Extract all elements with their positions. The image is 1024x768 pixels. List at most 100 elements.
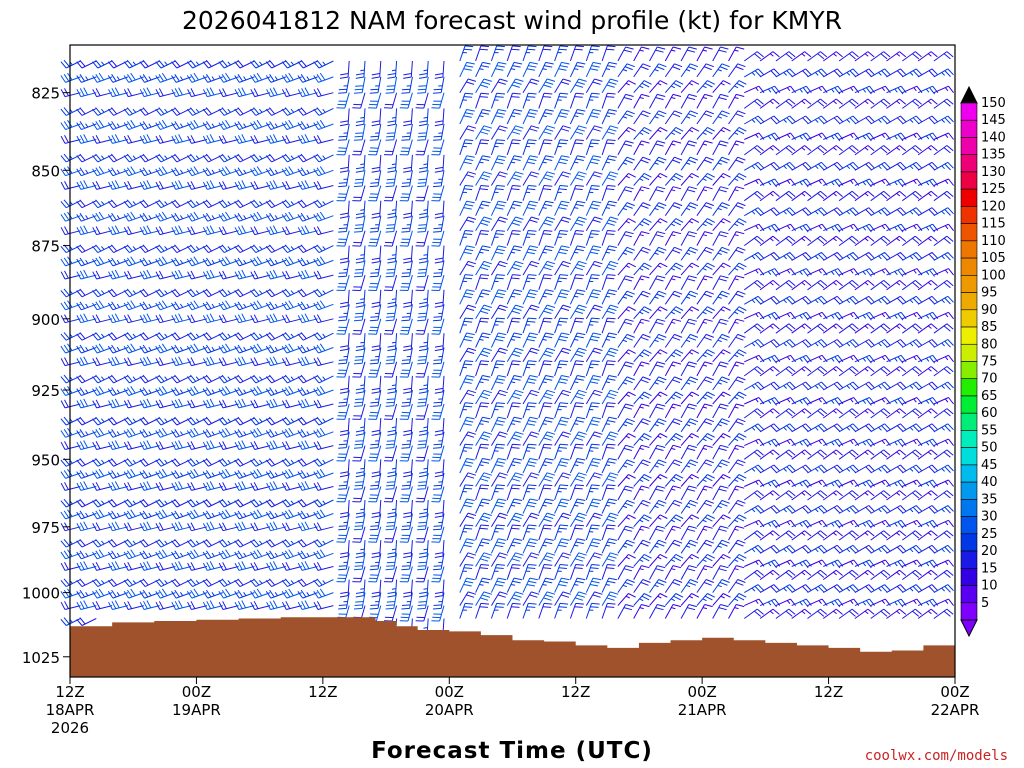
- wind-barb: [490, 472, 508, 487]
- wind-barb: [838, 438, 860, 447]
- wind-barb: [352, 403, 366, 420]
- wind-barb: [475, 109, 491, 125]
- wind-barb: [712, 485, 729, 501]
- wind-barb: [139, 510, 160, 520]
- wind-barb: [234, 600, 255, 610]
- wind-barb: [696, 318, 713, 334]
- wind-barb: [823, 381, 844, 391]
- wind-barb: [92, 374, 113, 384]
- wind-barb: [352, 230, 366, 247]
- wind-barb: [617, 140, 634, 156]
- wind-barb: [728, 391, 747, 405]
- wind-barb: [265, 344, 287, 354]
- wind-barb: [854, 408, 875, 419]
- wind-barb: [155, 588, 176, 599]
- y-tick-label: 950: [31, 451, 60, 469]
- wind-barb: [266, 313, 287, 324]
- wind-barb: [432, 170, 445, 188]
- wind-barb: [506, 185, 521, 201]
- wind-barb: [680, 444, 697, 460]
- wind-barb: [385, 592, 398, 610]
- wind-barb: [186, 509, 208, 520]
- wind-barb: [538, 443, 553, 460]
- wind-barb: [601, 577, 617, 593]
- wind-barb: [171, 107, 192, 116]
- wind-barb: [123, 416, 145, 426]
- wind-barb: [680, 553, 700, 567]
- wind-barb: [775, 311, 796, 320]
- wind-barb: [522, 171, 540, 186]
- wind-barb: [313, 601, 334, 610]
- wind-barb: [728, 418, 746, 433]
- wind-barb: [266, 356, 287, 367]
- wind-barb: [187, 441, 208, 450]
- wind-barb: [649, 218, 668, 232]
- wind-barb: [917, 505, 939, 514]
- wind-barb: [838, 505, 860, 514]
- wind-barb: [538, 538, 554, 554]
- wind-barb: [886, 519, 907, 529]
- wind-barb: [569, 230, 584, 246]
- wind-barb: [218, 119, 239, 130]
- wind-barb: [649, 418, 667, 433]
- wind-barb: [759, 479, 781, 489]
- wind-barb: [313, 107, 334, 116]
- wind-barb: [475, 375, 491, 391]
- wind-barb: [791, 479, 812, 489]
- wind-barb: [506, 360, 521, 377]
- wind-barb: [902, 397, 923, 405]
- wind-barb: [680, 376, 699, 391]
- colorbar-label: 120: [981, 199, 1006, 214]
- wind-barb: [186, 588, 208, 599]
- wind-barb: [775, 519, 796, 528]
- wind-barb: [712, 376, 730, 391]
- wind-barb: [155, 357, 176, 367]
- colorbar-swatch: [960, 516, 978, 535]
- wind-barb: [775, 423, 796, 433]
- wind-barb: [728, 140, 745, 156]
- wind-barb: [744, 279, 764, 291]
- wind-barb: [870, 449, 891, 460]
- wind-barb: [775, 559, 796, 567]
- wind-barb: [506, 109, 523, 125]
- wind-barb: [234, 344, 255, 354]
- wind-barb: [522, 155, 538, 171]
- colorbar-label: 15: [981, 561, 998, 576]
- wind-barb: [353, 592, 366, 610]
- wind-barb: [601, 245, 617, 261]
- wind-barb: [250, 374, 271, 384]
- wind-barb: [250, 314, 271, 324]
- wind-barb: [569, 347, 587, 363]
- wind-barb: [712, 459, 730, 474]
- wind-barb: [313, 314, 334, 324]
- wind-barb: [775, 115, 796, 125]
- wind-barb: [886, 584, 907, 594]
- wind-barb: [171, 510, 192, 520]
- wind-barb: [76, 600, 97, 610]
- wind-barb: [234, 538, 255, 548]
- wind-barb: [417, 472, 429, 490]
- wind-barb: [202, 121, 223, 130]
- wind-barb: [744, 235, 764, 247]
- wind-barb: [250, 135, 271, 144]
- wind-barb: [490, 260, 508, 276]
- wind-barb: [902, 366, 922, 377]
- wind-barb: [633, 433, 652, 446]
- wind-barb: [633, 306, 652, 320]
- colorbar-label: 60: [981, 406, 998, 421]
- wind-barb: [775, 438, 796, 447]
- wind-barb: [139, 59, 160, 69]
- wind-barb: [506, 431, 524, 446]
- wind-barb: [823, 207, 844, 217]
- wind-barb: [265, 107, 287, 116]
- wind-barb: [664, 593, 684, 606]
- wind-barb: [775, 178, 796, 186]
- colorbar-swatch: [960, 171, 978, 190]
- wind-barb: [187, 399, 208, 409]
- wind-barb: [265, 153, 287, 163]
- wind-barb: [617, 593, 636, 606]
- wind-barb: [791, 438, 812, 448]
- wind-barb: [60, 72, 81, 83]
- wind-barb: [139, 600, 160, 610]
- wind-barb: [854, 479, 875, 489]
